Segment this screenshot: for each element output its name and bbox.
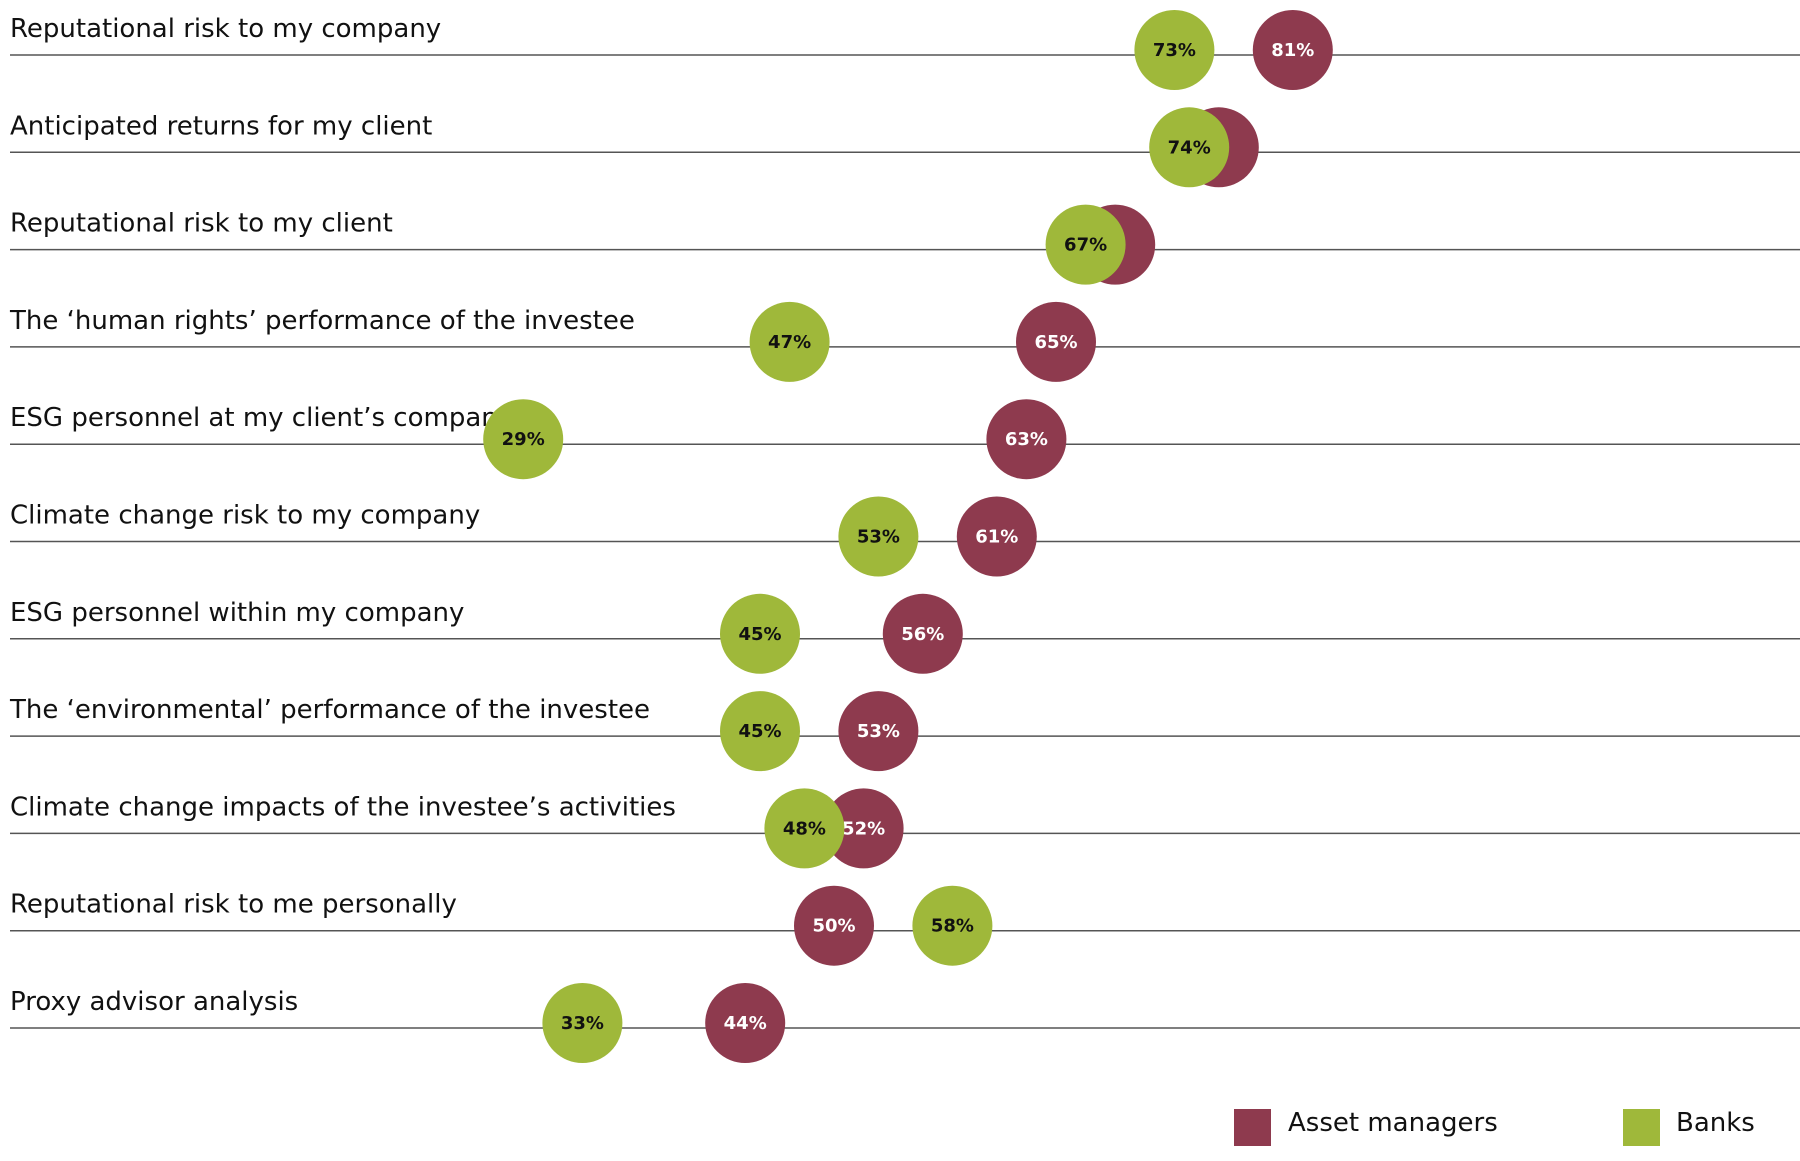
banks-point — [764, 788, 845, 869]
banks-point — [749, 301, 830, 382]
asset-managers-value-label: 63% — [1005, 429, 1048, 450]
banks-point — [1045, 204, 1126, 285]
row-label: ESG personnel at my client’s company — [10, 403, 513, 433]
asset-managers-point — [986, 399, 1067, 480]
chart-row: The ‘human rights’ performance of the in… — [9, 301, 1800, 382]
row-label: Anticipated returns for my client — [10, 111, 432, 141]
asset-managers-point — [1016, 301, 1096, 382]
asset-managers-value-label: 52% — [842, 818, 885, 839]
asset-managers-point — [823, 788, 904, 869]
banks-value-label: 29% — [502, 429, 545, 450]
banks-value-label: 73% — [1153, 40, 1196, 61]
banks-value-label: 47% — [768, 332, 811, 353]
chart-row: Reputational risk to me personally 50% 58% — [10, 885, 1800, 966]
asset-managers-value-label: 53% — [857, 721, 900, 742]
chart-row: Proxy advisor analysis 44% 33% — [10, 983, 1800, 1063]
banks-point — [1149, 107, 1230, 188]
chart-row: Anticipated returns for my client 74% — [10, 107, 1800, 188]
legend-item-asset-managers: Asset managers — [1234, 1108, 1498, 1146]
row-label: Climate change impacts of the investee’s… — [10, 792, 676, 822]
asset-managers-point — [882, 593, 963, 674]
chart-row: Climate change risk to my company 61% 53% — [10, 496, 1800, 577]
banks-point — [1134, 10, 1215, 90]
asset-managers-value-label: 65% — [1034, 332, 1077, 353]
banks-value-label: 67% — [1064, 235, 1107, 256]
row-label: Proxy advisor analysis — [10, 987, 298, 1017]
banks-value-label: 53% — [857, 527, 900, 548]
row-label: Reputational risk to my company — [10, 14, 441, 44]
banks-value-label: 45% — [738, 624, 781, 645]
banks-point — [542, 983, 623, 1063]
chart-row: Reputational risk to my client 67% — [10, 204, 1800, 285]
banks-point — [838, 496, 919, 577]
chart-row: ESG personnel at my client’s company 63% 2… — [10, 399, 1800, 480]
banks-value-label: 58% — [931, 916, 974, 937]
legend-item-banks: Banks — [1623, 1108, 1755, 1146]
banks-value-label: 48% — [783, 818, 826, 839]
banks-value-label: 45% — [738, 721, 781, 742]
asset-managers-point — [1252, 10, 1333, 90]
legend-swatch-asset-managers — [1234, 1109, 1271, 1146]
row-label: Reputational risk to me personally — [10, 890, 457, 920]
legend-swatch-banks — [1623, 1109, 1660, 1146]
banks-value-label: 33% — [561, 1013, 604, 1034]
asset-managers-point — [838, 691, 919, 772]
banks-point — [912, 885, 993, 966]
row-label: ESG personnel within my company — [10, 598, 464, 628]
chart-row: The ‘environmental’ performance of the i… — [9, 691, 1800, 772]
row-label: The ‘environmental’ performance of the i… — [9, 695, 650, 725]
asset-managers-value-label: 50% — [812, 916, 855, 937]
chart-row: ESG personnel within my company 56% 45% — [10, 593, 1800, 674]
banks-point — [720, 593, 800, 674]
asset-managers-value-label: 44% — [724, 1013, 767, 1034]
banks-point — [720, 691, 800, 772]
legend: Asset managers Banks — [1234, 1108, 1755, 1146]
asset-managers-value-label: 61% — [975, 527, 1018, 548]
chart-rows: Reputational risk to my company 81% 73% Ant… — [9, 10, 1800, 1063]
asset-managers-value-label: 56% — [901, 624, 944, 645]
asset-managers-point — [705, 983, 786, 1063]
row-label: Climate change risk to my company — [10, 501, 480, 531]
legend-label-banks: Banks — [1676, 1108, 1755, 1138]
banks-value-label: 74% — [1168, 137, 1211, 158]
asset-managers-point — [956, 496, 1037, 577]
legend-label-asset-managers: Asset managers — [1288, 1108, 1498, 1138]
chart-row: Reputational risk to my company 81% 73% — [10, 10, 1800, 90]
row-label: The ‘human rights’ performance of the in… — [9, 306, 635, 336]
chart-row: Climate change impacts of the investee’s… — [10, 788, 1800, 869]
asset-managers-value-label: 81% — [1271, 40, 1314, 61]
row-label: Reputational risk to my client — [10, 209, 393, 239]
asset-managers-point — [794, 885, 874, 966]
banks-point — [483, 399, 564, 480]
